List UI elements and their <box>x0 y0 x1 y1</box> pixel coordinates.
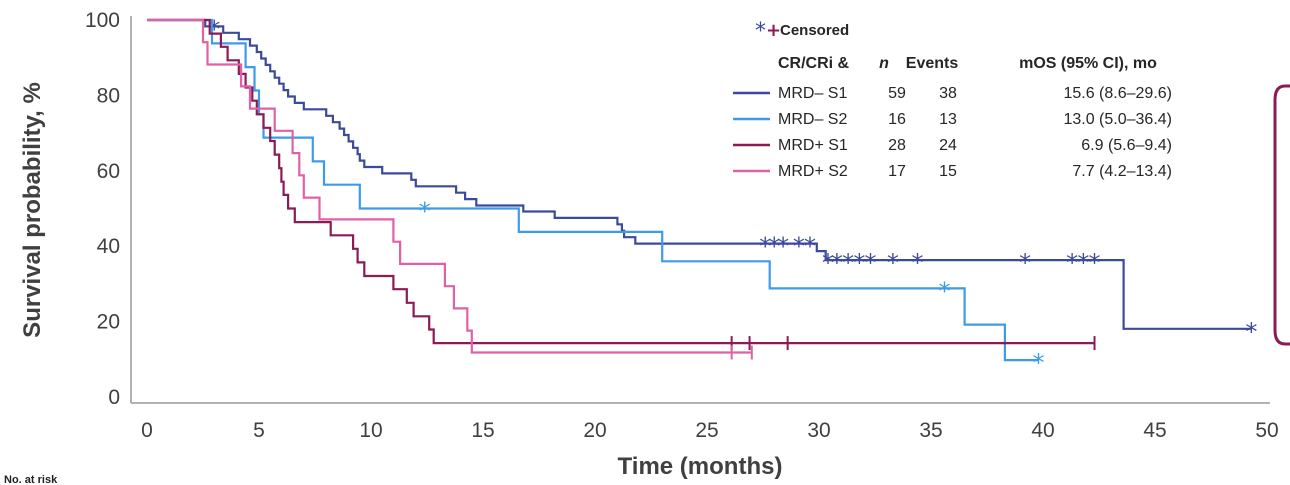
legend-mos: 7.7 (4.2–13.4) <box>1072 163 1172 180</box>
censor-marker: * <box>768 233 780 261</box>
y-tick-label: 60 <box>97 160 120 183</box>
censor-marker: * <box>842 249 854 277</box>
x-tick-label: 30 <box>807 419 830 442</box>
survival-curve <box>147 18 752 354</box>
x-tick-label: 50 <box>1255 419 1278 442</box>
legend-events: 38 <box>939 85 957 102</box>
censor-marker: * <box>865 249 877 277</box>
legend-n: 16 <box>888 111 906 128</box>
x-tick-label: 15 <box>471 419 494 442</box>
censor-marker: * <box>1066 249 1078 277</box>
legend-series-name: MRD+ S1 <box>778 137 848 154</box>
y-tick-label: 0 <box>108 386 120 409</box>
plot-axes: 0 5 10 15 20 25 30 35 40 45 50 0 20 40 60 80 100 <box>85 9 1279 442</box>
censor-marker: * <box>912 249 924 277</box>
legend-header-events: Events <box>906 55 959 72</box>
legend-mos: 13.0 (5.0–36.4) <box>1063 111 1172 128</box>
censor-marker: * <box>793 233 805 261</box>
legend-series-name: MRD– S2 <box>778 111 847 128</box>
survival-curves: **** * *** * * * * * * * * ***** <box>147 15 1257 377</box>
x-tick-label: 40 <box>1031 419 1054 442</box>
censored-asterisk-icon: * <box>755 19 766 44</box>
x-tick-label: 10 <box>359 419 382 442</box>
legend-mos: 15.6 (8.6–29.6) <box>1063 85 1172 102</box>
x-axis-label: Time (months) <box>618 453 783 480</box>
censor-marker: * <box>887 249 899 277</box>
side-panel-edge <box>1273 84 1290 346</box>
y-tick-label: 80 <box>97 84 120 107</box>
legend-n: 28 <box>888 137 906 154</box>
censor-marker: * <box>1019 249 1031 277</box>
censor-marker: * <box>759 233 771 261</box>
censor-marker: * <box>831 249 843 277</box>
legend-n: 59 <box>888 85 906 102</box>
survival-curve <box>147 18 1252 330</box>
censored-plus-icon: + <box>766 20 781 41</box>
legend-events: 24 <box>939 137 957 154</box>
legend-header-n: n <box>879 55 889 72</box>
x-tick-label: 45 <box>1143 419 1166 442</box>
survival-curve <box>147 18 1039 362</box>
censor-marker: * <box>1089 249 1101 277</box>
x-tick-label: 25 <box>695 419 718 442</box>
x-tick-label: 5 <box>253 419 265 442</box>
censored-label: Censored <box>780 22 849 39</box>
legend-series-name: MRD+ S2 <box>778 163 848 180</box>
legend-header-group: CR/CRi & <box>778 55 850 72</box>
x-tick-label: 35 <box>919 419 942 442</box>
legend-series-name: MRD– S1 <box>778 85 847 102</box>
legend-header-mos: mOS (95% CI), mo <box>1019 55 1157 72</box>
y-tick-label: 100 <box>85 9 120 32</box>
censor-marker: * <box>1033 349 1045 377</box>
legend-rows: MRD– S1 59 38 15.6 (8.6–29.6) MRD– S2 16 13 13.… <box>733 85 1172 180</box>
censor-marker: * <box>419 198 431 226</box>
legend-mos: 6.9 (5.6–9.4) <box>1081 137 1172 154</box>
y-tick-label: 40 <box>97 235 120 258</box>
legend: * + Censored CR/CRi & n Events mOS (95% … <box>733 19 1172 180</box>
x-tick-label: 20 <box>583 419 606 442</box>
y-tick-label: 20 <box>97 311 120 334</box>
legend-n: 17 <box>888 163 906 180</box>
censor-marker: * <box>804 233 816 261</box>
legend-events: 13 <box>939 111 957 128</box>
censor-marker: * <box>853 249 865 277</box>
x-tick-label: 0 <box>141 419 153 442</box>
censor-marker: * <box>938 277 950 305</box>
legend-events: 15 <box>939 163 957 180</box>
censor-marker: * <box>777 233 789 261</box>
censor-marker: * <box>1245 318 1257 346</box>
at-risk-label: No. at risk <box>4 474 58 485</box>
censor-marker: * <box>822 249 834 277</box>
censor-marker: * <box>1077 249 1089 277</box>
y-axis-label: Survival probability, % <box>19 82 46 338</box>
